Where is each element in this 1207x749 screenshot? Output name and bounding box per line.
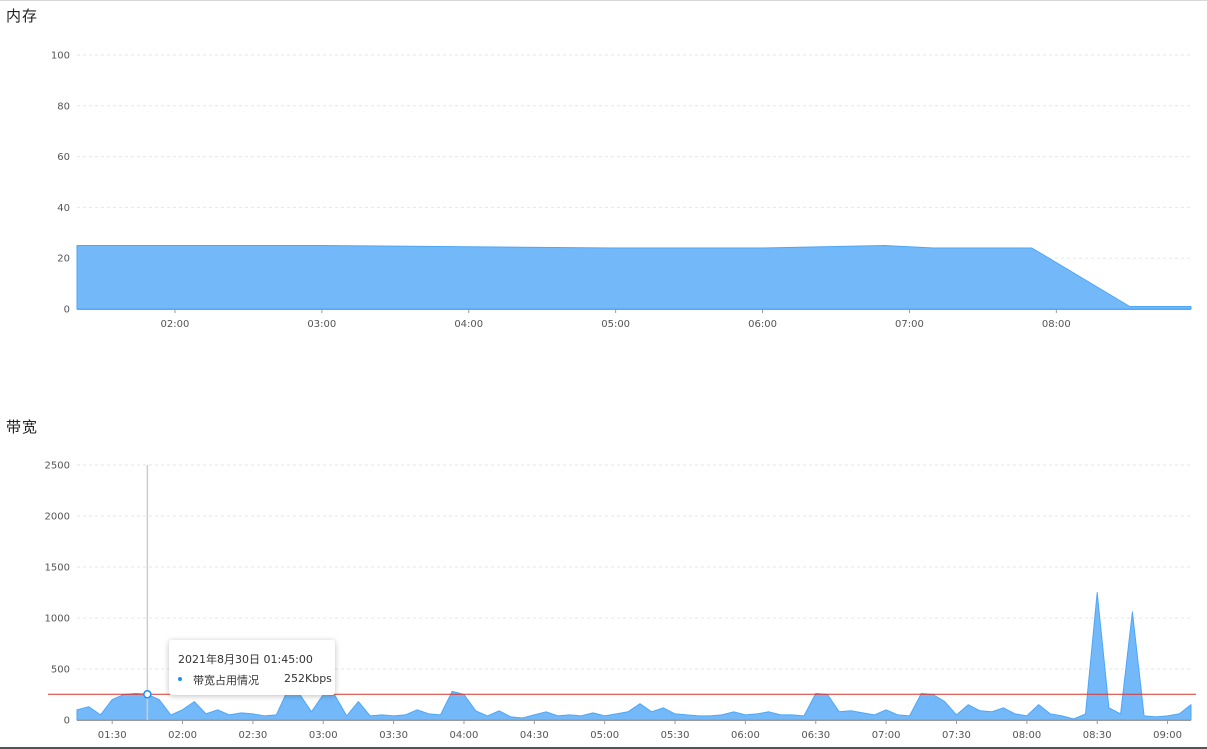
bandwidth-x-tick-label: 07:00 — [872, 730, 901, 741]
bandwidth-x-tick-label: 03:00 — [309, 730, 338, 741]
bottom-border — [0, 747, 1207, 749]
bandwidth-x-tick-label: 04:00 — [450, 730, 479, 741]
bandwidth-y-tick-label: 2000 — [45, 512, 70, 523]
memory-x-tick-label: 08:00 — [1042, 319, 1071, 330]
bandwidth-y-tick-label: 2500 — [45, 461, 70, 472]
bandwidth-x-tick-label: 09:00 — [1153, 730, 1182, 741]
bandwidth-section-title: 带宽 — [6, 418, 39, 436]
bandwidth-x-tick-label: 02:00 — [168, 730, 197, 741]
memory-y-tick-label: 60 — [57, 152, 70, 163]
memory-x-tick-label: 03:00 — [307, 319, 336, 330]
bandwidth-y-tick-label: 500 — [51, 665, 70, 676]
bandwidth-series-area — [76, 592, 1192, 721]
bandwidth-x-tick-label: 08:00 — [1012, 730, 1041, 741]
memory-y-tick-label: 0 — [64, 305, 70, 316]
memory-x-tick-label: 05:00 — [601, 319, 630, 330]
bandwidth-x-tick-label: 05:00 — [590, 730, 619, 741]
memory-chart: 0 20 40 60 80 100 02:00 03:00 04:00 05:00 06:00 07:… — [51, 51, 1192, 330]
chart-tooltip: 2021年8月30日 01:45:00 带宽占用情况 252Kbps — [169, 640, 335, 695]
bandwidth-x-tick-label: 02:30 — [238, 730, 267, 741]
memory-y-tick-label: 40 — [57, 203, 70, 214]
bandwidth-x-tick-label: 03:30 — [379, 730, 408, 741]
bandwidth-x-tick-label: 08:30 — [1083, 730, 1112, 741]
bandwidth-y-tick-label: 0 — [64, 716, 70, 727]
bandwidth-x-tick-label: 07:30 — [942, 730, 971, 741]
memory-x-tick-label: 06:00 — [748, 319, 777, 330]
tooltip-value: 252Kbps — [284, 672, 332, 685]
memory-y-tick-label: 20 — [57, 254, 70, 265]
memory-x-tick-label: 04:00 — [454, 319, 483, 330]
tooltip-series-marker — [178, 677, 182, 681]
memory-x-tick-label: 02:00 — [161, 319, 190, 330]
tooltip-time: 2021年8月30日 01:45:00 — [178, 653, 313, 666]
bandwidth-x-tick-label: 06:30 — [801, 730, 830, 741]
bandwidth-x-tick-label: 01:30 — [98, 730, 127, 741]
bandwidth-y-tick-label: 1000 — [45, 614, 70, 625]
memory-x-tick-label: 07:00 — [895, 319, 924, 330]
memory-series-area — [76, 245, 1192, 310]
memory-y-tick-label: 100 — [51, 51, 70, 62]
bandwidth-hover-point — [143, 690, 152, 699]
bandwidth-x-tick-label: 04:30 — [520, 730, 549, 741]
bandwidth-chart: 0 500 1000 1500 2000 2500 01:30 02:00 02:30 03:00… — [45, 461, 1196, 741]
memory-section-title: 内存 — [6, 7, 39, 25]
bandwidth-x-tick-label: 06:00 — [731, 730, 760, 741]
top-border — [0, 0, 1207, 1]
bandwidth-y-tick-label: 1500 — [45, 563, 70, 574]
tooltip-series-name: 带宽占用情况 — [193, 674, 259, 687]
bandwidth-x-tick-label: 05:30 — [661, 730, 690, 741]
memory-y-tick-label: 80 — [57, 101, 70, 112]
